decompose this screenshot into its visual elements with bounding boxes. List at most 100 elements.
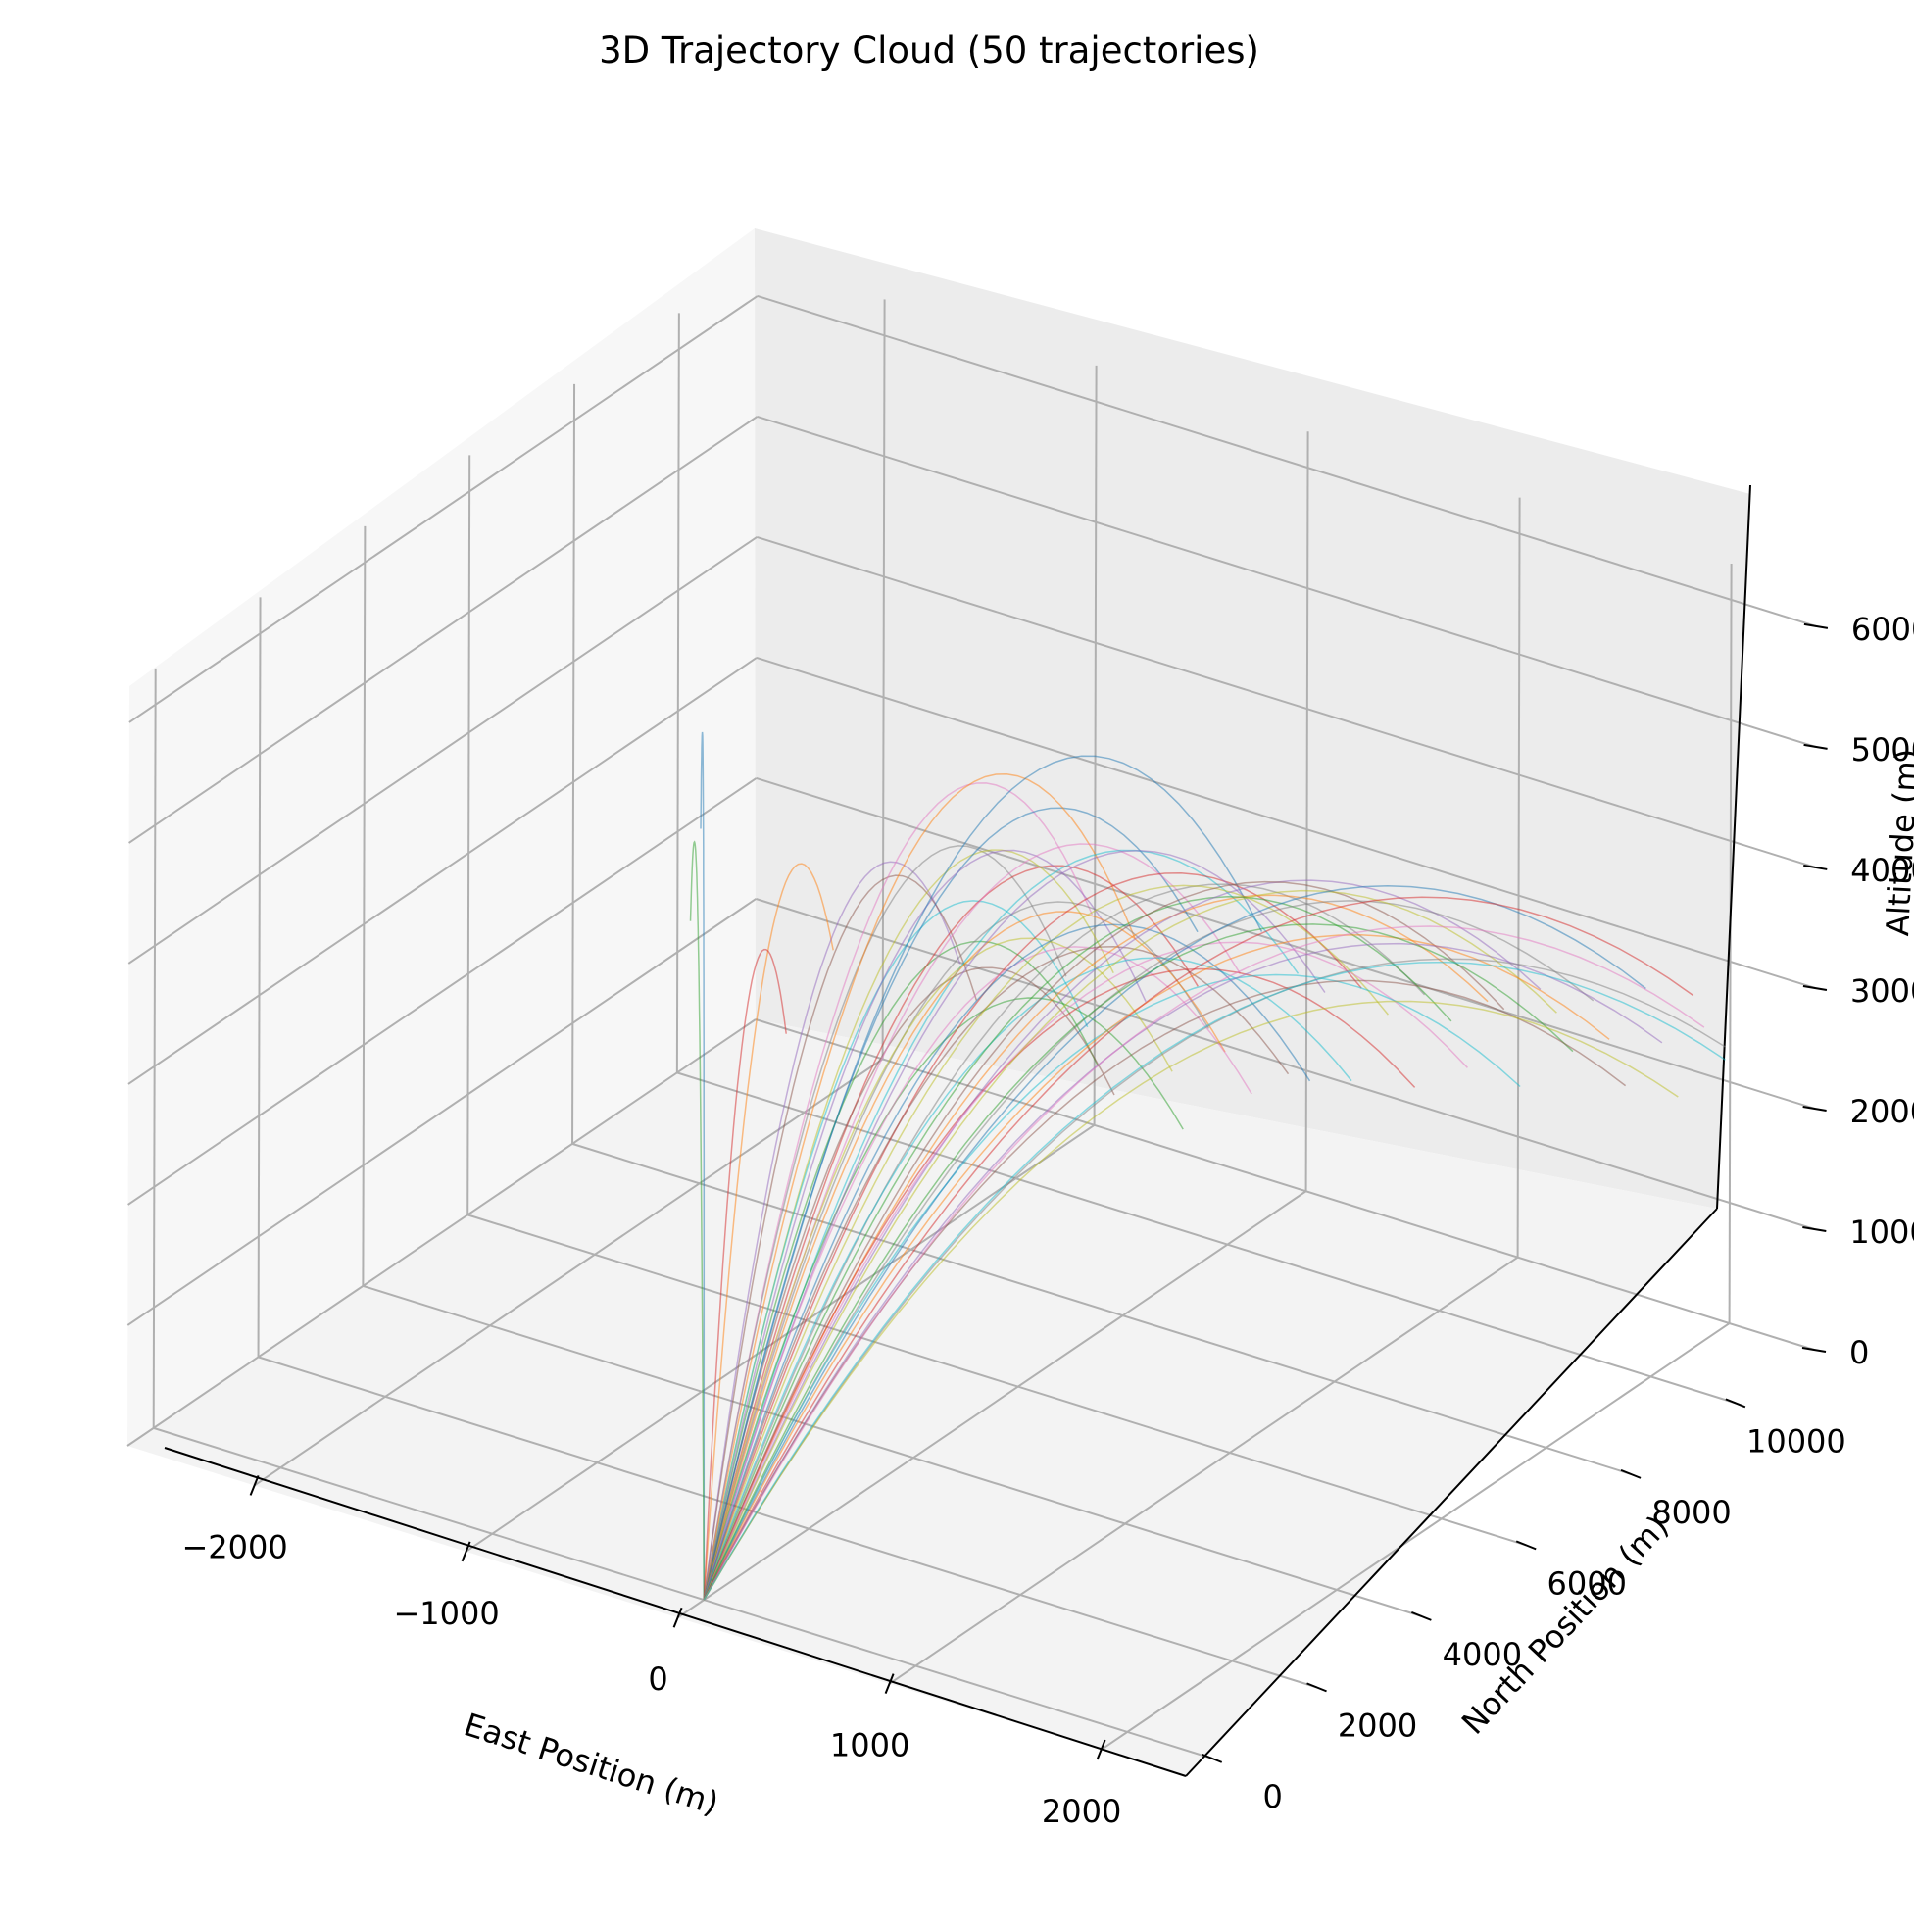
y-axis-tick-label: 10000 <box>1746 1422 1846 1460</box>
trajectory-line <box>703 884 1646 1601</box>
trajectory-line <box>703 845 1067 1601</box>
trajectory-line <box>703 958 1726 1601</box>
grid-line-x-back <box>1304 431 1309 1192</box>
floor-pane <box>127 1019 1717 1776</box>
trajectory-line <box>703 889 1557 1601</box>
trajectory-line <box>703 863 834 1601</box>
grid-line-x-floor <box>1101 1322 1731 1751</box>
grid-line-z-back <box>756 656 1816 989</box>
trajectory-line <box>703 946 1252 1601</box>
y-axis-tick-label: 6000 <box>1546 1564 1626 1602</box>
trajectory-line <box>703 967 1416 1601</box>
grid-line-y-left <box>152 668 157 1428</box>
z-axis-tick <box>1803 622 1829 629</box>
trajectory-line <box>703 896 1694 1601</box>
y-axis-tick <box>1620 1468 1642 1479</box>
z-axis-tick-label: 3000 <box>1850 972 1914 1010</box>
trajectory-line <box>703 900 1089 1601</box>
trajectory-line <box>703 934 1610 1601</box>
trajectory-line <box>703 861 961 1601</box>
y-axis-tick <box>1411 1610 1432 1621</box>
grid-line-z-back <box>756 777 1815 1110</box>
trajectory-line <box>703 942 1663 1601</box>
trajectory-line <box>703 945 1290 1601</box>
z-axis-tick <box>1802 984 1828 991</box>
trajectory-line <box>703 941 1468 1601</box>
x-axis-label: East Position (m) <box>460 1706 723 1822</box>
grid-line-y-floor <box>571 1142 1632 1475</box>
trajectory-line <box>703 865 1199 1601</box>
y-axis-tick-label: 4000 <box>1443 1636 1522 1673</box>
trajectory-line <box>703 872 1362 1601</box>
grid-line-z-left <box>128 416 759 844</box>
axes-panes <box>127 228 1750 1776</box>
grid-line-z-left <box>127 777 758 1206</box>
grid-line-y-floor <box>258 1356 1317 1689</box>
trajectory-series <box>689 731 1726 1601</box>
trajectory-line <box>703 923 1311 1601</box>
y-axis-tick-label: 0 <box>1263 1778 1283 1815</box>
trajectory-line <box>703 957 1352 1601</box>
x-axis-tick <box>672 1607 683 1628</box>
grid-line-x-floor <box>254 1058 884 1487</box>
z-axis-tick <box>1803 743 1828 750</box>
z-axis-tick-label: 5000 <box>1851 731 1914 768</box>
axis-lines <box>164 484 1751 1777</box>
grid-line-y-left <box>362 525 367 1286</box>
y-axis-tick <box>1725 1398 1746 1409</box>
grid-line-z-left <box>128 295 759 723</box>
trajectory-line <box>703 900 1595 1601</box>
grid-line-z-back <box>757 415 1816 748</box>
y-axis-tick <box>1202 1753 1223 1763</box>
z-axis-tick-label: 4000 <box>1850 852 1914 889</box>
trajectory-line <box>703 1000 1679 1601</box>
x-axis-tick-label: 0 <box>648 1660 667 1698</box>
y-axis-tick <box>1306 1682 1327 1693</box>
left-pane <box>127 228 756 1446</box>
grid-line-y-left <box>675 313 680 1073</box>
grid-line-z-left <box>127 657 758 1085</box>
z-axis-tick-label: 2000 <box>1850 1093 1914 1130</box>
trajectory-line <box>703 772 1136 1601</box>
z-axis-tick-label: 0 <box>1849 1334 1869 1371</box>
grid-line-y-floor <box>153 1426 1213 1759</box>
z-axis-tick-label: 1000 <box>1849 1214 1914 1251</box>
trajectory-line <box>689 840 706 1601</box>
trajectory-line <box>703 782 1094 1601</box>
x-axis-tick-label: −2000 <box>181 1528 287 1565</box>
trajectory-line <box>703 755 1263 1601</box>
z-axis-line <box>1716 484 1751 1210</box>
trajectory-line <box>703 896 1452 1601</box>
grid-lines <box>126 294 1817 1759</box>
grid-line-z-back <box>756 898 1815 1230</box>
trajectory-line <box>703 883 1426 1601</box>
x-axis-tick-label: 1000 <box>830 1727 909 1764</box>
grid-line-y-left <box>257 597 262 1358</box>
grid-line-y-floor <box>676 1071 1737 1405</box>
grid-line-z-left <box>126 898 757 1326</box>
x-axis-tick-label: −1000 <box>393 1595 499 1632</box>
back-pane <box>755 228 1750 1209</box>
grid-line-z-back <box>757 294 1817 627</box>
trajectory-line <box>700 731 706 1601</box>
trajectory-line <box>703 923 1574 1601</box>
grid-line-y-left <box>466 455 471 1215</box>
grid-line-x-floor <box>889 1256 1519 1685</box>
z-axis-label: Altitude (m) <box>1879 748 1914 937</box>
trajectory-line <box>703 911 1226 1601</box>
grid-line-y-floor <box>466 1214 1527 1547</box>
y-axis-tick-label: 2000 <box>1338 1707 1417 1744</box>
z-axis-tick <box>1802 1105 1827 1112</box>
grid-line-x-back <box>1728 564 1733 1324</box>
z-axis-tick <box>1801 1347 1827 1353</box>
grid-line-z-left <box>126 1018 757 1447</box>
y-axis-tick <box>1515 1540 1537 1551</box>
grid-line-x-back <box>881 299 886 1060</box>
trajectory-line <box>703 940 1100 1601</box>
z-axis-tick <box>1802 1225 1827 1232</box>
x-axis-line <box>164 1447 1187 1777</box>
grid-line-y-floor <box>363 1284 1422 1617</box>
trajectory-line <box>703 937 1173 1601</box>
y-axis-label: North Position (m) <box>1454 1508 1676 1741</box>
